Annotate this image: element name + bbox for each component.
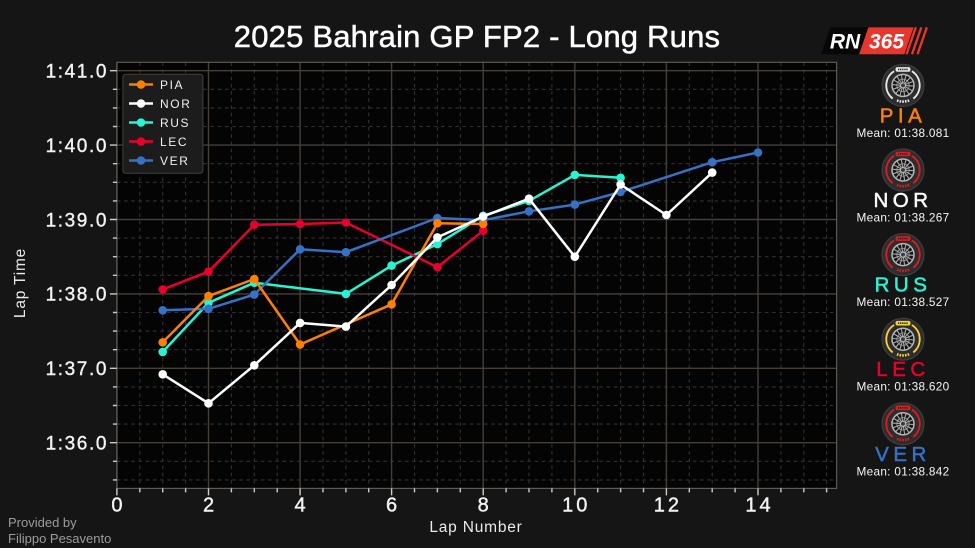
svg-text:RN: RN — [830, 31, 861, 54]
svg-text:10: 10 — [562, 495, 590, 517]
svg-text:2: 2 — [203, 495, 217, 517]
svg-text:Lap Number: Lap Number — [429, 519, 522, 536]
svg-text:2025 Bahrain GP FP2 - Long Run: 2025 Bahrain GP FP2 - Long Runs — [234, 19, 720, 54]
svg-text:1:37.0: 1:37.0 — [46, 359, 108, 380]
svg-text:PIA: PIA — [160, 78, 184, 92]
svg-text:Mean: 01:38.267: Mean: 01:38.267 — [856, 211, 949, 225]
svg-text:Filippo Pesavento: Filippo Pesavento — [8, 531, 111, 546]
svg-text:Mean: 01:38.081: Mean: 01:38.081 — [856, 126, 949, 140]
svg-text:LEC: LEC — [160, 135, 188, 149]
svg-text:VER: VER — [875, 443, 931, 466]
svg-text:6: 6 — [386, 495, 400, 517]
svg-text:Mean: 01:38.527: Mean: 01:38.527 — [856, 295, 949, 309]
svg-text:1:36.0: 1:36.0 — [46, 434, 108, 455]
svg-text:VER: VER — [160, 154, 189, 168]
svg-text:14: 14 — [745, 495, 773, 517]
svg-text:1:40.0: 1:40.0 — [46, 136, 108, 157]
svg-text:Mean: 01:38.842: Mean: 01:38.842 — [856, 464, 949, 478]
svg-text:PIA: PIA — [880, 104, 927, 127]
svg-text:0: 0 — [111, 495, 125, 517]
svg-text:Provided by: Provided by — [8, 515, 77, 530]
svg-text:Lap Time: Lap Time — [12, 248, 29, 318]
svg-text:1:39.0: 1:39.0 — [46, 210, 108, 231]
svg-text:365: 365 — [869, 31, 904, 54]
svg-text:1:38.0: 1:38.0 — [46, 285, 108, 306]
svg-text:12: 12 — [654, 495, 682, 517]
svg-text:4: 4 — [295, 495, 309, 517]
svg-text:NOR: NOR — [160, 97, 191, 111]
svg-text:NOR: NOR — [873, 189, 932, 212]
svg-text:RUS: RUS — [160, 116, 190, 130]
svg-text:1:41.0: 1:41.0 — [46, 62, 108, 83]
svg-text:8: 8 — [478, 495, 492, 517]
svg-text:Mean: 01:38.620: Mean: 01:38.620 — [856, 380, 949, 394]
svg-text:RUS: RUS — [875, 274, 932, 297]
svg-text:LEC: LEC — [876, 358, 929, 381]
